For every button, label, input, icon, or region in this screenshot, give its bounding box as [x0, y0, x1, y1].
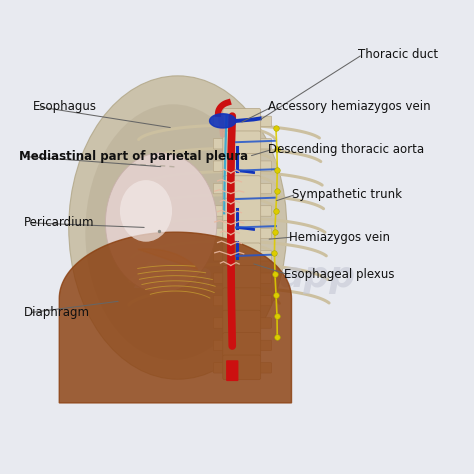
FancyBboxPatch shape	[255, 295, 272, 306]
Text: Mediastinal part of parietal pleura: Mediastinal part of parietal pleura	[19, 150, 248, 163]
FancyBboxPatch shape	[213, 183, 227, 194]
FancyBboxPatch shape	[213, 116, 227, 127]
FancyBboxPatch shape	[223, 198, 261, 223]
Text: Pericardium: Pericardium	[24, 216, 94, 229]
Text: app: app	[280, 260, 356, 294]
FancyBboxPatch shape	[255, 138, 272, 149]
Ellipse shape	[106, 153, 217, 292]
FancyBboxPatch shape	[213, 161, 227, 172]
Polygon shape	[138, 249, 198, 270]
FancyBboxPatch shape	[255, 183, 272, 194]
FancyBboxPatch shape	[226, 360, 238, 381]
FancyBboxPatch shape	[223, 131, 261, 155]
Text: Diaphragm: Diaphragm	[24, 306, 90, 319]
FancyBboxPatch shape	[213, 206, 227, 216]
Text: Esophageal plexus: Esophageal plexus	[284, 268, 395, 282]
FancyBboxPatch shape	[223, 288, 261, 312]
FancyBboxPatch shape	[223, 355, 261, 380]
FancyBboxPatch shape	[223, 243, 261, 268]
FancyBboxPatch shape	[213, 251, 227, 261]
FancyBboxPatch shape	[255, 228, 272, 238]
FancyBboxPatch shape	[213, 295, 227, 306]
FancyBboxPatch shape	[223, 176, 261, 201]
FancyBboxPatch shape	[223, 220, 261, 245]
FancyBboxPatch shape	[255, 318, 272, 328]
Text: Sympathetic trunk: Sympathetic trunk	[292, 188, 401, 201]
Text: Ana: Ana	[135, 260, 213, 294]
FancyBboxPatch shape	[213, 340, 227, 351]
FancyBboxPatch shape	[255, 206, 272, 216]
Ellipse shape	[120, 180, 172, 242]
FancyBboxPatch shape	[255, 273, 272, 283]
FancyBboxPatch shape	[213, 318, 227, 328]
Ellipse shape	[85, 104, 261, 360]
Ellipse shape	[69, 76, 287, 379]
FancyBboxPatch shape	[223, 154, 261, 178]
FancyBboxPatch shape	[213, 138, 227, 149]
Text: Thoracic duct: Thoracic duct	[358, 48, 438, 61]
FancyBboxPatch shape	[255, 161, 272, 172]
FancyBboxPatch shape	[255, 363, 272, 373]
FancyBboxPatch shape	[223, 109, 261, 133]
FancyBboxPatch shape	[223, 265, 261, 290]
Text: Accessory hemiazygos vein: Accessory hemiazygos vein	[268, 100, 430, 113]
FancyBboxPatch shape	[255, 116, 272, 127]
FancyBboxPatch shape	[213, 228, 227, 238]
Text: Descending thoracic aorta: Descending thoracic aorta	[268, 143, 424, 156]
Text: Esophagus: Esophagus	[33, 100, 97, 113]
Text: Hemiazygos vein: Hemiazygos vein	[289, 230, 390, 244]
FancyBboxPatch shape	[213, 273, 227, 283]
FancyBboxPatch shape	[223, 333, 261, 357]
Polygon shape	[210, 114, 236, 128]
FancyBboxPatch shape	[223, 310, 261, 335]
FancyBboxPatch shape	[255, 251, 272, 261]
FancyBboxPatch shape	[213, 363, 227, 373]
Polygon shape	[59, 232, 292, 403]
FancyBboxPatch shape	[255, 340, 272, 351]
